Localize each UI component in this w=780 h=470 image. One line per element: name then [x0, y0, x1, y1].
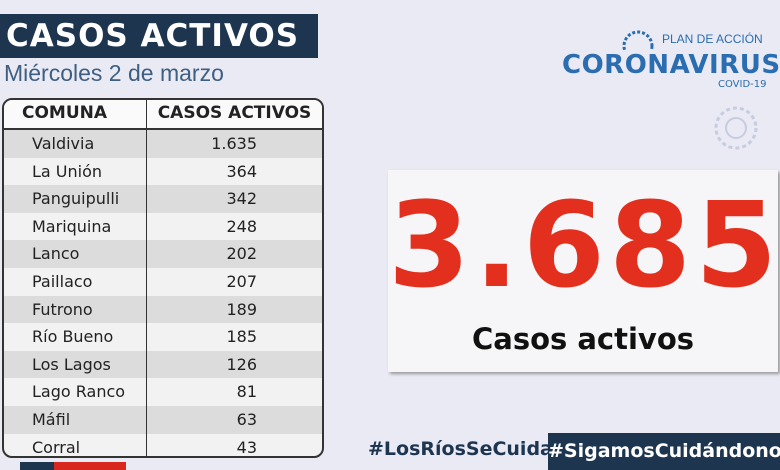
table-row: Máfil 63: [4, 405, 322, 434]
logo-name: CORONAVIRUS: [562, 50, 780, 80]
total-value: 3.685: [388, 176, 780, 314]
table-cell: 202: [226, 244, 257, 264]
table-cell: Mariquina: [4, 212, 147, 241]
table-row: Los Lagos 126: [4, 350, 322, 379]
table-cell: 63: [236, 409, 257, 429]
table-cell: Futrono: [4, 295, 147, 324]
logo-sub: COVID-19: [718, 79, 767, 90]
table-cell: 185: [226, 327, 257, 347]
table-cell: Máfil: [4, 405, 147, 434]
table-cell: Lanco: [4, 240, 147, 268]
table-cell: Valdivia: [4, 130, 147, 158]
logo-top: PLAN DE ACCIÓN: [662, 32, 763, 46]
hashtag: #SigamosCuidándonos: [548, 433, 780, 470]
table-header: COMUNA CASOS ACTIVOS: [4, 100, 322, 130]
flag-red: [54, 462, 126, 470]
table-cell: 43: [236, 437, 257, 457]
table-cell: 81: [236, 382, 257, 402]
table-cell: 189: [226, 299, 257, 319]
table-row: Mariquina 248: [4, 212, 322, 241]
column-header: CASOS ACTIVOS: [157, 103, 312, 123]
logo-icon: [622, 30, 654, 50]
table-cell: 1.635: [211, 134, 257, 153]
table-row: Corral 43: [4, 433, 322, 457]
table-row: Lanco 202: [4, 240, 322, 268]
table-cell: Panguipulli: [4, 185, 147, 213]
table-row: Panguipulli 342: [4, 185, 322, 213]
table-row: Futrono 189: [4, 295, 322, 324]
table-cell: 364: [226, 161, 257, 181]
table-row: Lago Ranco 81: [4, 378, 322, 406]
column-header: COMUNA: [4, 100, 147, 128]
table-cell: Corral: [4, 433, 147, 456]
table-row: Paillaco 207: [4, 267, 322, 296]
table-row: Río Bueno 185: [4, 323, 322, 351]
table-cell: 342: [226, 189, 257, 209]
table-row: Valdivia 1.635: [4, 130, 322, 158]
title: CASOS ACTIVOS: [0, 14, 318, 58]
total-box: [388, 170, 778, 372]
table-cell: 207: [226, 271, 257, 291]
table-cell: Lago Ranco: [4, 378, 147, 406]
table-cell: Los Lagos: [4, 350, 147, 379]
total-label: Casos activos: [471, 322, 695, 356]
hashtag: #LosRíosSeCuida: [368, 438, 553, 460]
table-cell: Paillaco: [4, 267, 147, 296]
table-cell: 126: [226, 354, 257, 374]
table-cell: La Unión: [4, 157, 147, 186]
subtitle: Miércoles 2 de marzo: [4, 60, 224, 86]
table-cell: Río Bueno: [4, 323, 147, 351]
virus-icon: [714, 106, 758, 150]
flag-blue: [20, 462, 54, 470]
table-cell: 248: [226, 216, 257, 236]
table: COMUNA CASOS ACTIVOS Valdivia 1.635 La Unión…: [2, 98, 324, 458]
table-row: La Unión 364: [4, 157, 322, 186]
